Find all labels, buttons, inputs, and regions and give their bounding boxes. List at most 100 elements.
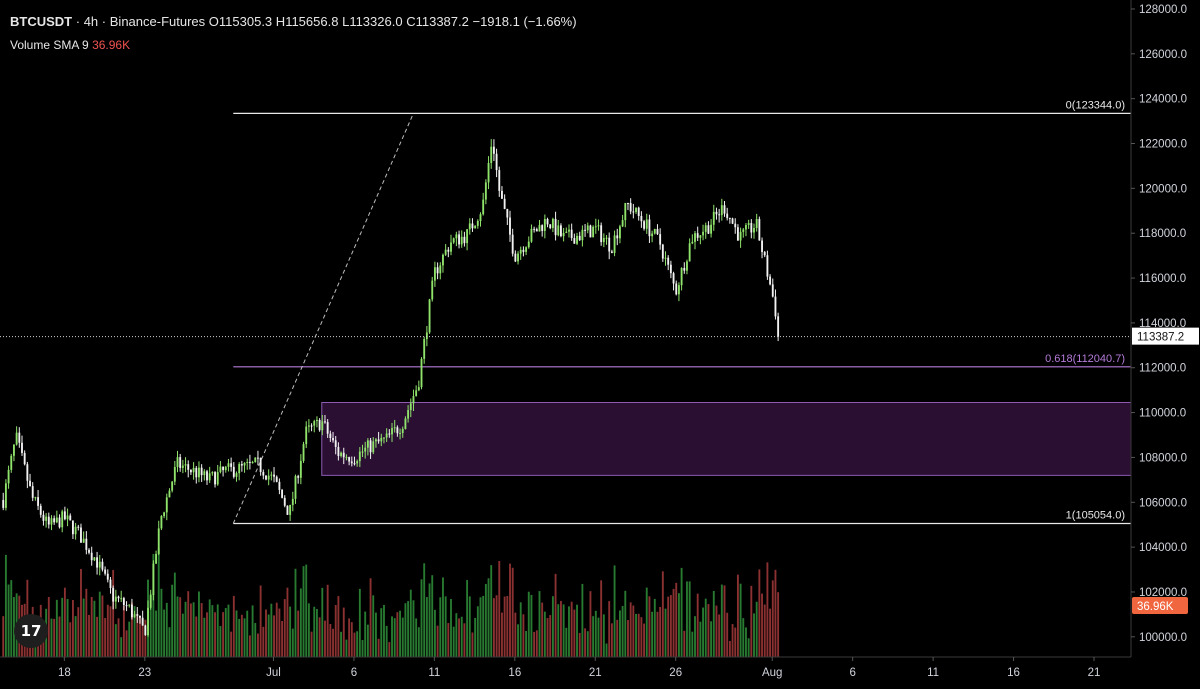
- candle-body: [377, 439, 380, 442]
- volume-bar: [144, 619, 147, 657]
- volume-bar: [576, 604, 578, 657]
- candle-body: [302, 444, 305, 461]
- zone-rect: [321, 401, 1132, 476]
- candle-body: [543, 219, 546, 231]
- candle-body: [345, 457, 348, 459]
- candle-body: [96, 557, 99, 568]
- volume-bar: [326, 584, 329, 657]
- volume-legend[interactable]: Volume SMA 9 36.96K: [10, 38, 130, 52]
- candle-body: [286, 505, 289, 515]
- volume-bar: [171, 584, 174, 657]
- candle-body: [702, 231, 704, 236]
- volume-bar: [372, 595, 375, 657]
- time-tick-label: 11: [428, 667, 440, 679]
- volume-bar: [530, 594, 533, 657]
- volume-bar: [63, 587, 66, 657]
- candle-body: [173, 466, 176, 482]
- volume-bar: [69, 622, 72, 657]
- candle-body: [200, 467, 203, 476]
- candle-body: [753, 227, 755, 233]
- volume-bar: [248, 635, 251, 657]
- candle-body: [471, 223, 474, 229]
- volume-bar: [458, 618, 460, 657]
- volume-bar: [509, 563, 511, 657]
- volume-bar: [450, 599, 452, 657]
- volume-bar: [417, 627, 420, 657]
- volume-bar: [482, 595, 485, 657]
- volume-bar: [47, 596, 50, 657]
- candle-body: [267, 475, 270, 480]
- volume-bar: [96, 616, 99, 657]
- volume-bar: [160, 588, 163, 657]
- symbol-name[interactable]: BTCUSDT: [10, 14, 73, 29]
- price-tick-label: 116000.0: [1139, 273, 1186, 285]
- volume-bar: [243, 618, 246, 657]
- volume-bar: [490, 565, 493, 657]
- candle-body: [766, 255, 769, 277]
- candle-body: [686, 261, 688, 271]
- candle-body: [656, 229, 659, 235]
- volume-bar: [616, 619, 619, 657]
- candle-body: [683, 267, 686, 271]
- candle-body: [584, 229, 587, 231]
- price-tick-label: 114000.0: [1139, 318, 1186, 330]
- volume-sma-label: 36.96K: [1137, 601, 1174, 613]
- current-price-tag: [1132, 327, 1199, 345]
- candle-body: [216, 472, 219, 485]
- volume-bar: [305, 564, 308, 657]
- volume-bar: [222, 612, 225, 657]
- volume-bar: [471, 632, 474, 657]
- volume-bar: [409, 589, 412, 657]
- candle-body: [431, 280, 434, 300]
- candle-body: [385, 433, 388, 438]
- high-label: H: [275, 14, 286, 29]
- candle-body: [23, 452, 26, 465]
- candle-body: [551, 218, 554, 229]
- interval[interactable]: 4h: [83, 14, 99, 29]
- candle-body: [533, 228, 536, 230]
- candle-body: [632, 211, 635, 213]
- candle-body: [750, 223, 753, 233]
- volume-bar: [621, 605, 624, 657]
- trend-line-dashed: [232, 113, 414, 524]
- volume-bar: [661, 571, 664, 657]
- candle-body: [163, 512, 166, 517]
- candle-body: [208, 473, 211, 481]
- candle-body: [560, 225, 562, 237]
- volume-bar: [112, 569, 115, 657]
- candle-body: [455, 234, 458, 239]
- volume-bar: [155, 610, 157, 657]
- candle-body: [350, 461, 353, 464]
- volume-bar: [758, 569, 761, 657]
- candlesticks: [2, 139, 780, 637]
- volume-bar: [391, 616, 393, 657]
- price-tick-label: 122000.0: [1139, 139, 1187, 151]
- candle-body: [34, 497, 37, 499]
- candle-body: [369, 440, 372, 453]
- candle-body: [506, 208, 509, 218]
- candle-body: [149, 595, 152, 608]
- time-tick-label: 18: [58, 667, 71, 679]
- volume-bar: [597, 617, 600, 657]
- candle-body: [554, 218, 557, 236]
- candle-body: [546, 219, 549, 225]
- volume-bar: [224, 608, 227, 657]
- volume-bar: [262, 626, 265, 657]
- change-value: −1918.1 (−1.66%): [472, 14, 577, 29]
- volume-bar: [643, 623, 646, 657]
- candle-body: [736, 227, 739, 241]
- volume-bar: [157, 547, 160, 657]
- tradingview-logo[interactable]: 17: [14, 614, 48, 648]
- volume-bar: [739, 583, 742, 657]
- volume-bar: [468, 596, 471, 657]
- volume-bar: [675, 582, 678, 657]
- volume-bar: [216, 604, 219, 657]
- candle-body: [364, 447, 367, 452]
- candle-body: [270, 474, 273, 476]
- volume-bar: [195, 616, 198, 657]
- volume-bar: [203, 617, 206, 657]
- symbol-header[interactable]: BTCUSDT · 4h · Binance-Futures O115305.3…: [10, 14, 577, 29]
- volume-bar: [238, 618, 241, 657]
